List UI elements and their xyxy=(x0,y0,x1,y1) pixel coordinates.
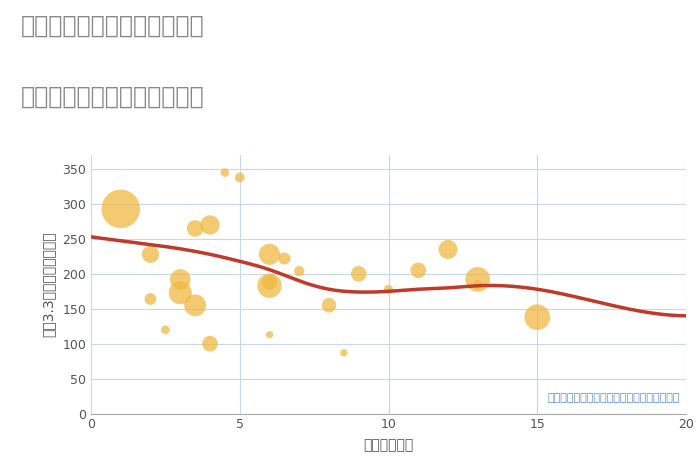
Point xyxy=(532,313,543,321)
Point xyxy=(442,246,454,253)
Point xyxy=(264,282,275,290)
Point xyxy=(175,276,186,283)
Point xyxy=(353,270,364,278)
Point xyxy=(323,302,335,309)
Point xyxy=(204,340,216,347)
X-axis label: 駅距離（分）: 駅距離（分） xyxy=(363,439,414,453)
Point xyxy=(234,174,246,181)
Text: 円の大きさは、取引のあった物件面積を示す: 円の大きさは、取引のあった物件面積を示す xyxy=(547,393,680,403)
Text: 神奈川県横浜市中区山吹町の: 神奈川県横浜市中区山吹町の xyxy=(21,14,204,38)
Point xyxy=(383,285,394,293)
Point xyxy=(145,295,156,303)
Point xyxy=(190,225,201,232)
Point xyxy=(413,266,424,274)
Point xyxy=(190,302,201,309)
Point xyxy=(219,169,230,176)
Point xyxy=(115,205,126,212)
Y-axis label: 坪（3.3㎡）単価（万円）: 坪（3.3㎡）単価（万円） xyxy=(41,232,55,337)
Point xyxy=(264,251,275,258)
Point xyxy=(204,221,216,229)
Point xyxy=(160,326,171,334)
Point xyxy=(145,251,156,258)
Point xyxy=(294,267,305,275)
Point xyxy=(338,349,349,357)
Point xyxy=(472,281,483,288)
Point xyxy=(264,331,275,338)
Point xyxy=(472,276,483,283)
Point xyxy=(279,255,290,262)
Point xyxy=(175,289,186,297)
Text: 駅距離別中古マンション価格: 駅距離別中古マンション価格 xyxy=(21,85,204,109)
Point xyxy=(264,279,275,286)
